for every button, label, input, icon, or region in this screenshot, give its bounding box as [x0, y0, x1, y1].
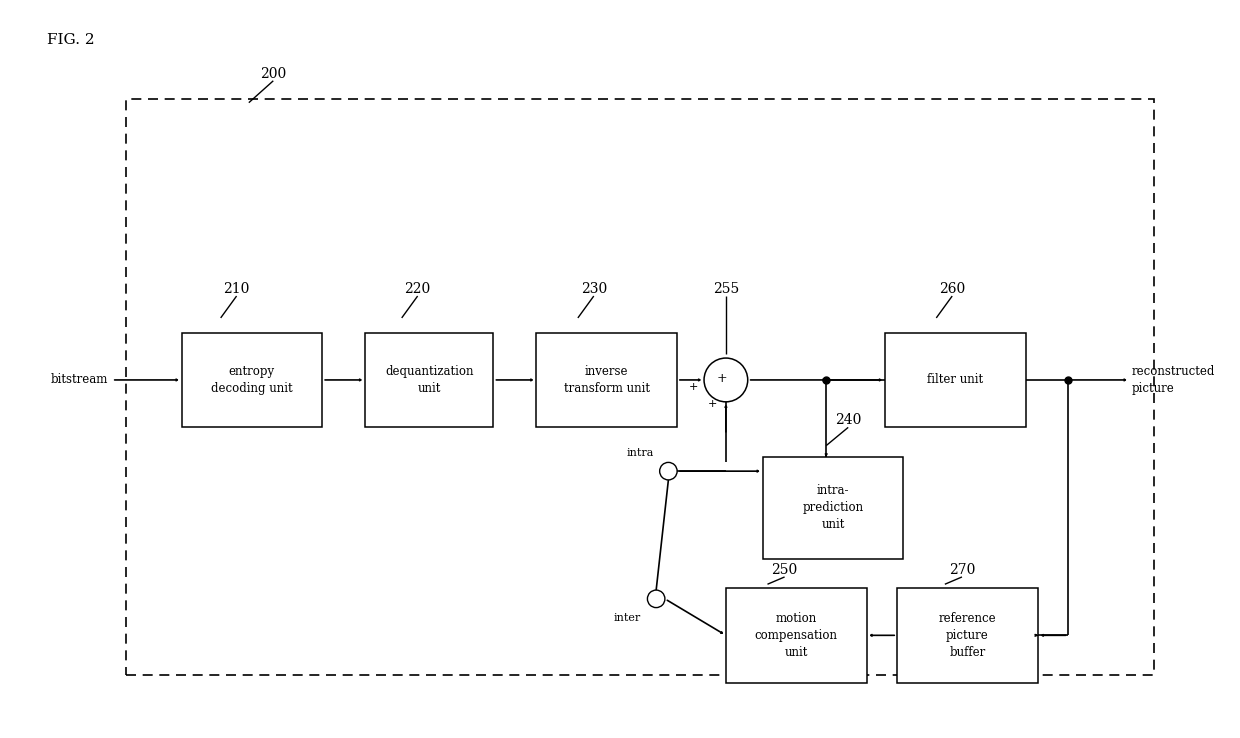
- Text: reference
picture
buffer: reference picture buffer: [939, 612, 996, 659]
- Text: 220: 220: [404, 282, 430, 296]
- Text: 260: 260: [939, 282, 965, 296]
- Text: +: +: [708, 399, 718, 409]
- FancyBboxPatch shape: [725, 588, 867, 683]
- Text: +: +: [688, 382, 698, 392]
- Text: 210: 210: [223, 282, 249, 296]
- Text: reconstructed
picture: reconstructed picture: [1132, 365, 1215, 395]
- FancyBboxPatch shape: [181, 333, 322, 427]
- FancyBboxPatch shape: [897, 588, 1038, 683]
- Ellipse shape: [647, 590, 665, 607]
- Text: 270: 270: [949, 563, 975, 577]
- Text: filter unit: filter unit: [928, 373, 983, 387]
- Text: intra: intra: [626, 448, 653, 458]
- Text: entropy
decoding unit: entropy decoding unit: [211, 365, 293, 395]
- Ellipse shape: [660, 463, 677, 480]
- Text: 255: 255: [713, 282, 739, 296]
- Text: FIG. 2: FIG. 2: [47, 33, 94, 47]
- Text: 230: 230: [580, 282, 606, 296]
- Text: 200: 200: [260, 66, 286, 80]
- Text: inverse
transform unit: inverse transform unit: [564, 365, 650, 395]
- FancyBboxPatch shape: [536, 333, 677, 427]
- FancyBboxPatch shape: [885, 333, 1025, 427]
- Text: +: +: [717, 373, 727, 385]
- Text: motion
compensation
unit: motion compensation unit: [755, 612, 838, 659]
- Text: bitstream: bitstream: [51, 373, 108, 387]
- Text: 250: 250: [771, 563, 797, 577]
- FancyBboxPatch shape: [763, 457, 903, 559]
- Text: dequantization
unit: dequantization unit: [384, 365, 474, 395]
- Text: inter: inter: [614, 613, 641, 624]
- Text: intra-
prediction
unit: intra- prediction unit: [802, 484, 863, 531]
- FancyBboxPatch shape: [365, 333, 494, 427]
- Ellipse shape: [704, 358, 748, 401]
- Text: 240: 240: [835, 413, 862, 427]
